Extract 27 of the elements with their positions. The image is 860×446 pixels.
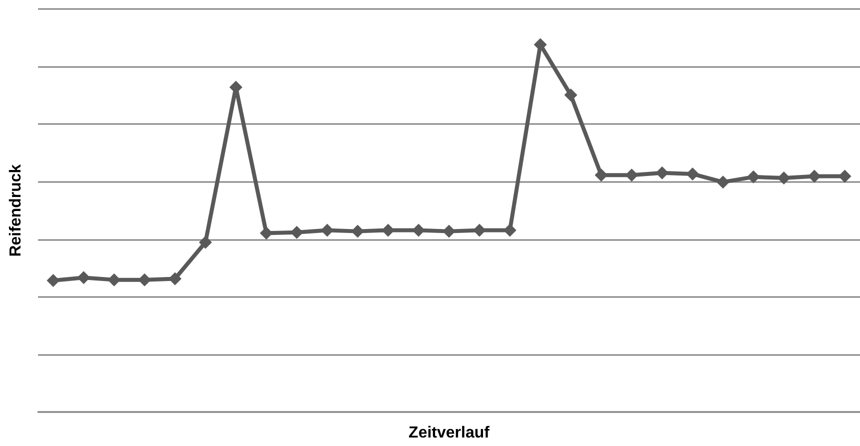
point	[746, 170, 760, 184]
point	[777, 172, 790, 185]
point	[625, 168, 638, 182]
point	[564, 88, 578, 102]
point	[656, 166, 669, 180]
point	[442, 224, 456, 238]
y-axis-title: Reifendruck	[8, 164, 24, 257]
point	[808, 170, 821, 183]
point	[198, 236, 212, 249]
point	[260, 226, 273, 240]
point	[838, 170, 852, 183]
x-axis-title: Zeitverlauf	[408, 424, 490, 442]
point	[320, 224, 334, 237]
point	[351, 224, 364, 238]
point	[77, 271, 90, 284]
point	[46, 274, 60, 288]
point	[168, 272, 182, 286]
point	[716, 176, 730, 189]
point	[594, 168, 608, 182]
point	[382, 224, 395, 237]
point	[290, 226, 304, 239]
point	[108, 273, 121, 286]
point	[138, 273, 152, 286]
point	[686, 167, 700, 180]
point	[472, 224, 486, 237]
point	[412, 224, 426, 237]
point	[503, 224, 516, 237]
